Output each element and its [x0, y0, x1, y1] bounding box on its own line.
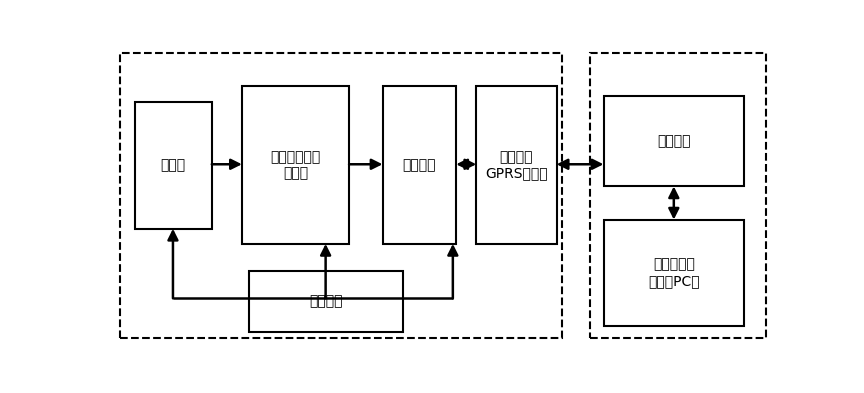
- Text: 通信模块: 通信模块: [403, 158, 436, 172]
- Bar: [476, 86, 556, 244]
- Bar: [135, 102, 212, 229]
- Bar: [590, 53, 766, 338]
- Text: 后台数据处
理显示PC机: 后台数据处 理显示PC机: [648, 257, 700, 288]
- Bar: [249, 271, 403, 332]
- Bar: [603, 220, 744, 325]
- Bar: [383, 86, 456, 244]
- Text: 通信模块: 通信模块: [657, 134, 690, 148]
- Text: 数据采集、处
理模块: 数据采集、处 理模块: [270, 150, 321, 180]
- Text: 电源模块: 电源模块: [308, 294, 342, 309]
- Text: 传感器: 传感器: [161, 158, 186, 172]
- Text: 互联网、
GPRS或卫星: 互联网、 GPRS或卫星: [486, 150, 548, 180]
- Bar: [603, 95, 744, 186]
- Bar: [120, 53, 562, 338]
- Bar: [242, 86, 349, 244]
